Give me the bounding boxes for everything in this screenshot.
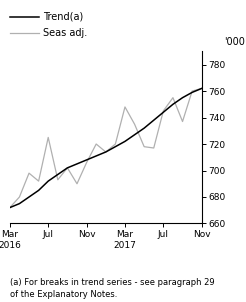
Seas adj.	[47, 136, 50, 139]
Seas adj.	[8, 206, 11, 209]
Trend(a)	[85, 158, 88, 162]
Trend(a)	[28, 195, 31, 199]
Seas adj.	[143, 145, 146, 149]
Seas adj.	[200, 87, 203, 90]
Line: Seas adj.: Seas adj.	[10, 88, 202, 207]
Text: (a) For breaks in trend series - see paragraph 29
of the Explanatory Notes.: (a) For breaks in trend series - see par…	[10, 278, 215, 299]
Trend(a)	[18, 202, 21, 205]
Seas adj.	[162, 109, 165, 113]
Trend(a)	[143, 126, 146, 130]
Seas adj.	[66, 166, 69, 170]
Trend(a)	[95, 154, 98, 158]
Trend(a)	[66, 166, 69, 170]
Trend(a)	[123, 140, 126, 143]
Trend(a)	[37, 188, 40, 192]
Trend(a)	[181, 96, 184, 99]
Trend(a)	[114, 145, 117, 149]
Trend(a)	[76, 162, 78, 166]
Text: '000: '000	[224, 37, 245, 47]
Seas adj.	[28, 171, 31, 175]
Seas adj.	[114, 142, 117, 146]
Seas adj.	[181, 120, 184, 123]
Seas adj.	[133, 122, 136, 126]
Trend(a)	[47, 179, 50, 183]
Trend(a)	[171, 102, 174, 106]
Trend(a)	[200, 87, 203, 90]
Trend(a)	[152, 118, 155, 122]
Seas adj.	[37, 179, 40, 183]
Trend(a)	[104, 150, 107, 154]
Trend(a)	[162, 111, 165, 114]
Line: Trend(a): Trend(a)	[10, 88, 202, 207]
Seas adj.	[56, 178, 59, 182]
Trend(a)	[8, 206, 11, 209]
Seas adj.	[152, 146, 155, 150]
Seas adj.	[171, 96, 174, 99]
Trend(a)	[56, 173, 59, 176]
Seas adj.	[123, 105, 126, 109]
Text: Trend(a): Trend(a)	[43, 11, 83, 22]
Trend(a)	[133, 133, 136, 137]
Seas adj.	[76, 182, 78, 185]
Seas adj.	[95, 142, 98, 146]
Seas adj.	[104, 150, 107, 154]
Text: Seas adj.: Seas adj.	[43, 28, 87, 38]
Seas adj.	[18, 195, 21, 199]
Seas adj.	[191, 89, 194, 93]
Trend(a)	[191, 91, 194, 94]
Seas adj.	[85, 161, 88, 164]
